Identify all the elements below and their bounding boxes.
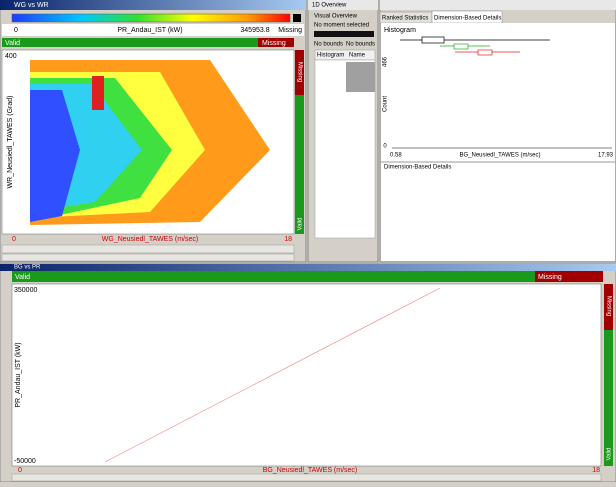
side-missing-label: Missing xyxy=(296,62,302,82)
valid-bar xyxy=(2,38,258,47)
x-axis-label: WG_Neusiedl_TAWES (m/sec) xyxy=(102,236,198,243)
side-valid xyxy=(604,330,613,466)
y-axis-label: Count xyxy=(383,96,389,112)
valid-bar xyxy=(12,271,535,282)
legend-box xyxy=(2,24,304,36)
panel-title: 1D Overview xyxy=(312,3,347,9)
y-top-label: 350000 xyxy=(14,287,37,294)
title-bar[interactable] xyxy=(308,0,378,10)
x-min: 0 xyxy=(12,236,16,243)
title-bar[interactable] xyxy=(0,264,616,271)
h-scrollbar[interactable] xyxy=(1,253,295,262)
h-scrollbar[interactable] xyxy=(1,244,295,254)
boxplots xyxy=(400,36,550,56)
x-axis-label: BG_Neusiedl_TAWES (m/sec) xyxy=(263,467,358,474)
title-bar xyxy=(380,0,616,10)
y-top-label: 400 xyxy=(5,53,17,60)
window-title: BG vs PR xyxy=(14,265,41,271)
side-valid-label: Valid xyxy=(607,448,613,461)
y-axis-label: PR_Andau_IST (kW) xyxy=(15,342,22,407)
plot-area[interactable] xyxy=(11,283,602,467)
tab-label: Dimension-Based Details xyxy=(434,16,501,22)
legend-missing: Missing xyxy=(278,27,302,34)
x-max: 18 xyxy=(592,467,600,474)
side-valid xyxy=(295,95,304,234)
histogram-label: Histogram xyxy=(384,27,416,34)
h-scrollbar[interactable] xyxy=(11,473,602,482)
legend-max: 345953.8 xyxy=(240,27,269,34)
missing-bar xyxy=(258,38,294,47)
side-missing-label: Missing xyxy=(605,296,611,316)
missing-swatch xyxy=(293,14,301,22)
side-missing xyxy=(604,284,613,330)
x-max: 18 xyxy=(284,236,292,243)
y-axis-label: WR_Neusiedl_TAWES (Grad) xyxy=(7,96,14,189)
x-axis-label: BG_Neusiedl_TAWES (m/sec) xyxy=(459,153,540,159)
bounds-right: No bounds xyxy=(346,42,375,48)
table-title: Dimension-Based Details xyxy=(384,165,451,171)
missing-bar xyxy=(535,271,603,282)
density-regions xyxy=(30,60,270,225)
legend-label: PR_Andau_IST (kW) xyxy=(117,27,182,34)
x-min: 0.58 xyxy=(390,153,402,159)
missing-label: Missing xyxy=(262,40,286,47)
x-min: 0 xyxy=(18,467,22,474)
selected-row xyxy=(346,62,375,92)
y-max: 466 xyxy=(383,56,389,67)
color-legend xyxy=(11,13,291,23)
tab-body xyxy=(381,23,615,261)
valid-label: Valid xyxy=(5,40,20,47)
bounds-left: No bounds xyxy=(314,42,343,48)
col-name: Name xyxy=(349,53,366,59)
missing-label: Missing xyxy=(538,274,562,281)
x-max: 17.93 xyxy=(598,153,614,159)
y-min: 0 xyxy=(383,144,387,150)
status: No moment selected xyxy=(314,23,369,29)
tab-label: Ranked Statistics xyxy=(382,16,428,22)
overview-bar xyxy=(314,31,374,37)
selection-region xyxy=(92,76,104,110)
y-bottom-label: -50000 xyxy=(14,458,36,465)
regression-line xyxy=(104,287,441,463)
window-title: WG vs WR xyxy=(14,2,49,9)
col-histogram: Histogram xyxy=(317,53,344,59)
visual-overview: Visual Overview xyxy=(314,14,358,20)
valid-label: Valid xyxy=(15,274,30,281)
title-bar[interactable] xyxy=(0,0,306,10)
side-valid-label: Valid xyxy=(298,218,304,231)
legend-min: 0 xyxy=(14,27,18,34)
side-missing xyxy=(295,50,304,95)
